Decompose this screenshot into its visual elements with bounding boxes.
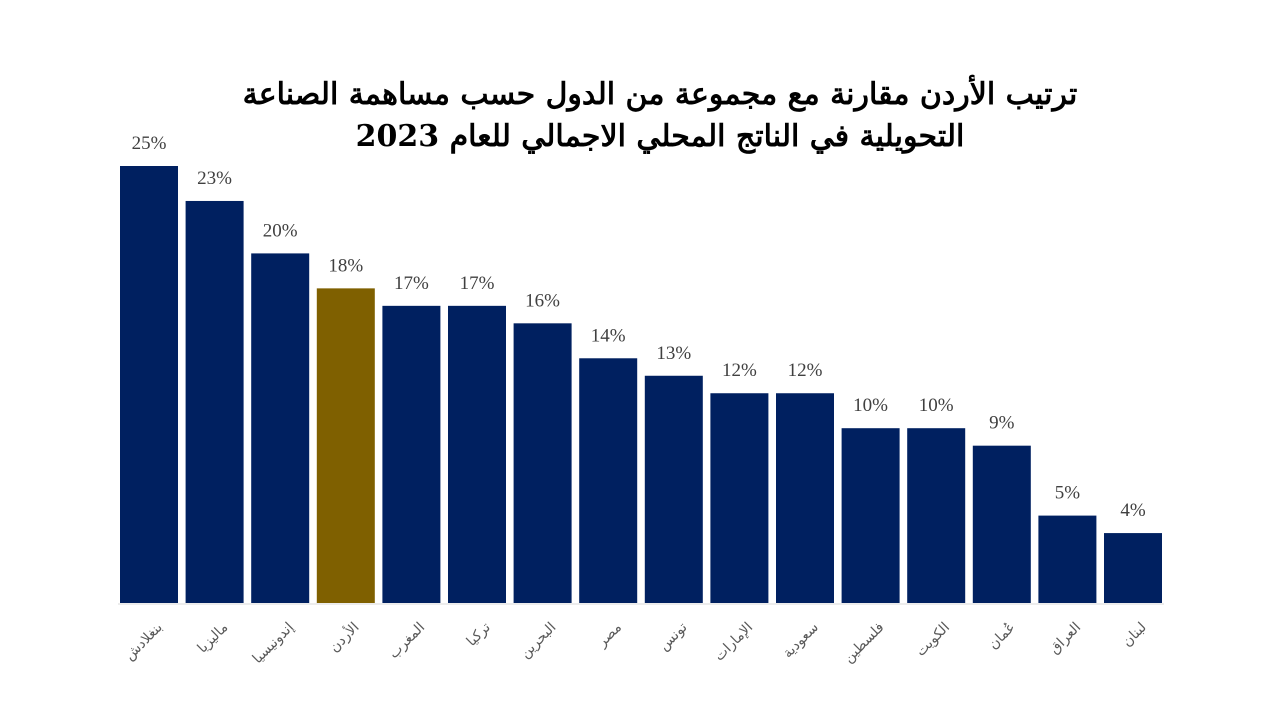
chart-title-line-1: ترتيب الأردن مقارنة مع مجموعة من الدول ح… — [243, 75, 1078, 112]
bar-0 — [120, 166, 178, 603]
data-label-6: 16% — [525, 290, 560, 311]
data-label-8: 13% — [656, 343, 691, 364]
category-label-1: ماليزيا — [195, 620, 232, 657]
category-label-6: البحرين — [517, 620, 559, 662]
bar-6 — [513, 323, 572, 603]
bar-9 — [710, 393, 769, 603]
category-label-9: الإمارات — [711, 620, 756, 665]
bars-group: 25% بنغلادش 23% ماليزيا 20% إندونيسيا 18% الأرد… — [120, 133, 1162, 667]
bar-5 — [448, 305, 506, 603]
bar-11 — [841, 428, 900, 603]
data-label-14: 5% — [1055, 483, 1081, 504]
data-label-9: 12% — [722, 360, 757, 381]
data-label-15: 4% — [1120, 500, 1146, 521]
data-label-3: 18% — [328, 255, 363, 276]
bar-8 — [644, 375, 703, 603]
data-label-12: 10% — [919, 395, 954, 416]
data-label-10: 12% — [788, 360, 823, 381]
data-label-2: 20% — [263, 220, 298, 241]
data-label-11: 10% — [853, 395, 888, 416]
bar-7 — [579, 358, 638, 603]
category-label-13: عُمان — [985, 620, 1018, 653]
category-label-4: المغرب — [386, 620, 428, 662]
data-label-0: 25% — [132, 133, 167, 154]
bar-2 — [251, 253, 310, 603]
data-label-5: 17% — [460, 273, 495, 294]
bar-10 — [776, 393, 834, 603]
category-label-11: فلسطين — [841, 620, 888, 667]
category-label-14: العراق — [1046, 620, 1084, 658]
bar-15 — [1104, 533, 1162, 603]
bar-12 — [907, 428, 966, 603]
bar-3 — [316, 288, 375, 603]
bar-13 — [972, 445, 1031, 603]
data-label-13: 9% — [989, 413, 1015, 434]
category-label-15: لبنان — [1119, 620, 1150, 651]
data-label-4: 17% — [394, 273, 429, 294]
chart-title-line-2: التحويلية في الناتج المحلي الاجمالي للعا… — [356, 119, 965, 154]
category-label-10: سعودية — [780, 620, 822, 662]
category-label-5: تركيا — [464, 619, 494, 649]
bar-14 — [1038, 515, 1097, 603]
category-label-0: بنغلادش — [122, 620, 166, 664]
category-label-7: مصر — [594, 620, 625, 651]
bar-1 — [185, 200, 244, 603]
category-label-12: الكويت — [913, 620, 953, 660]
category-label-2: إندونيسيا — [250, 619, 297, 666]
bar-4 — [382, 305, 441, 603]
category-label-3: الأردن — [325, 618, 363, 656]
data-label-1: 23% — [197, 168, 232, 189]
data-label-7: 14% — [591, 325, 626, 346]
category-label-8: تونس — [656, 619, 691, 654]
